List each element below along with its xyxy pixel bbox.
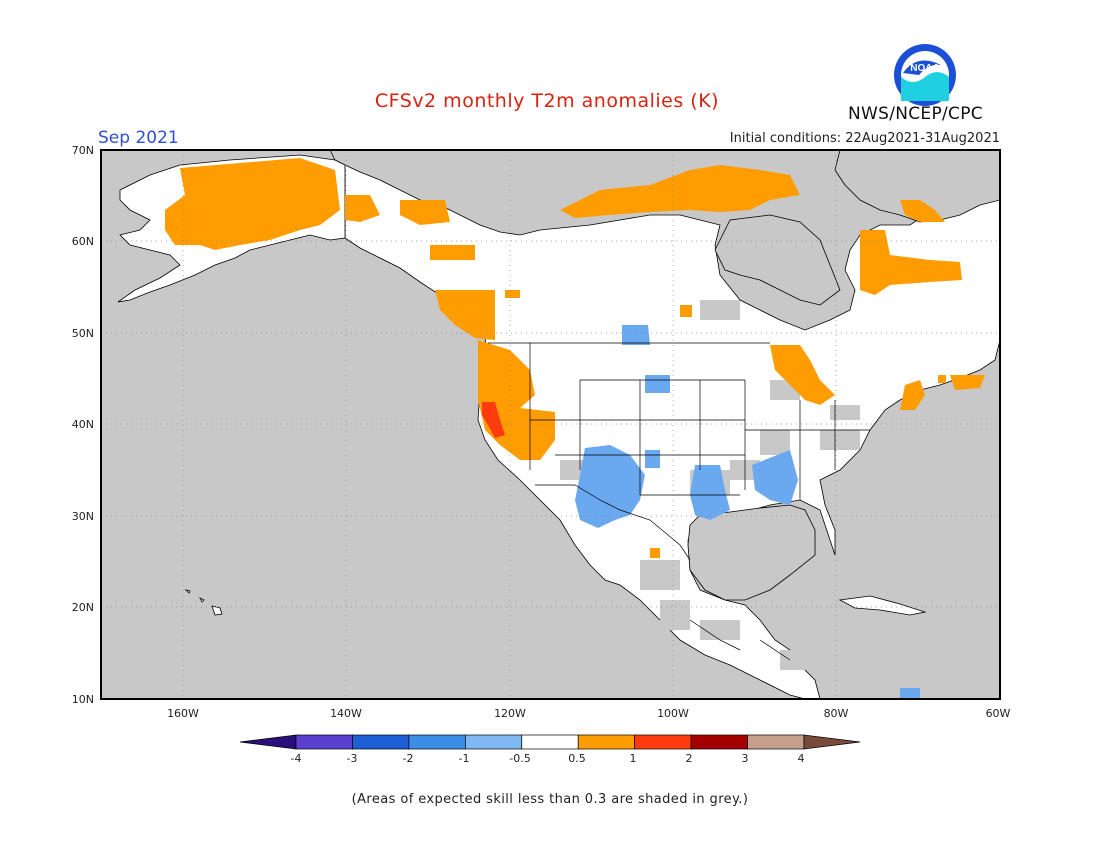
lon-label: 120W bbox=[494, 707, 526, 720]
maritimes-warm-area bbox=[950, 375, 985, 390]
cuba-island bbox=[838, 595, 927, 616]
logo-text: NOAA bbox=[910, 63, 939, 74]
colorbar-swatch bbox=[634, 734, 692, 750]
lat-label: 10N bbox=[72, 693, 94, 706]
lon-label: 100W bbox=[657, 707, 689, 720]
colorbar-swatch bbox=[577, 734, 636, 750]
colorbar-tick: -3 bbox=[347, 752, 358, 765]
colorbar-swatch bbox=[690, 734, 748, 750]
southeast-cool-area bbox=[752, 450, 798, 505]
logo-wave-shape bbox=[901, 72, 949, 101]
colorbar-swatch bbox=[747, 734, 805, 750]
hot-anomaly-area bbox=[482, 402, 505, 438]
nw-canada-warm-area bbox=[400, 200, 450, 225]
lat-label: 30N bbox=[72, 510, 94, 523]
southwest-cool-area bbox=[575, 445, 645, 528]
logo-bird-shape bbox=[903, 60, 941, 75]
colorbar-swatch bbox=[521, 734, 579, 750]
latitude-labels: 70N 60N 50N 40N 30N 20N 10N bbox=[72, 144, 94, 706]
map-title: CFSv2 monthly T2m anomalies (K) bbox=[374, 90, 720, 112]
colorbar-swatch bbox=[295, 734, 353, 750]
colorbar-tick: -4 bbox=[291, 752, 302, 765]
north-america-land bbox=[130, 150, 1000, 699]
lon-label: 80W bbox=[824, 707, 849, 720]
central-america-borders bbox=[689, 619, 791, 661]
lat-label: 20N bbox=[72, 601, 94, 614]
lat-label: 40N bbox=[72, 418, 94, 431]
us-state-lines bbox=[529, 343, 870, 500]
lon-label: 160W bbox=[167, 707, 199, 720]
noaa-logo: NOAA bbox=[894, 44, 956, 106]
northern-plains-cool-area bbox=[622, 325, 650, 345]
skill-footnote: (Areas of expected skill less than 0.3 a… bbox=[351, 792, 749, 807]
colorbar-swatch bbox=[464, 734, 523, 750]
colorbar-tick: 1 bbox=[630, 752, 637, 765]
us-mexico-border bbox=[535, 484, 691, 561]
hudson-bay bbox=[714, 214, 841, 306]
greenland-tip-warm-area bbox=[900, 200, 945, 222]
alaska-warm-area bbox=[165, 158, 340, 250]
colorbar-tick: 3 bbox=[742, 752, 749, 765]
lat-label: 70N bbox=[72, 144, 94, 157]
colorbar-swatch-min bbox=[239, 734, 297, 750]
political-boundaries bbox=[488, 342, 870, 661]
quebec-warm-area bbox=[860, 230, 962, 295]
texas-cool-area bbox=[690, 465, 730, 520]
colorbar-tick: 4 bbox=[798, 752, 805, 765]
colorbar-swatch-max bbox=[803, 734, 861, 750]
lon-label: 140W bbox=[330, 707, 362, 720]
map-field bbox=[101, 150, 1000, 699]
map-frame bbox=[100, 149, 1001, 700]
hawaii-islands bbox=[184, 589, 223, 616]
new-england-warm-area bbox=[900, 380, 925, 410]
lat-label: 60N bbox=[72, 235, 94, 248]
colorbar-tick: 0.5 bbox=[568, 752, 586, 765]
forecast-month: Sep 2021 bbox=[98, 128, 179, 148]
colorbar-swatches bbox=[239, 734, 861, 750]
lon-label: 60W bbox=[986, 707, 1011, 720]
colorbar-swatch bbox=[408, 734, 466, 750]
colorbar-tick: -1 bbox=[459, 752, 470, 765]
colorbar-swatch bbox=[352, 734, 410, 750]
great-lakes-warm-area bbox=[770, 345, 835, 405]
warm-anomaly-areas bbox=[165, 158, 985, 558]
arctic-warm-area bbox=[560, 165, 800, 218]
lat-label: 50N bbox=[72, 327, 94, 340]
gulf-of-mexico bbox=[687, 504, 816, 601]
colorbar-tick: -2 bbox=[403, 752, 414, 765]
colorbar-tick-labels: -4 -3 -2 -1 -0.5 0.5 1 2 3 4 bbox=[291, 752, 805, 765]
colorbar-tick: -0.5 bbox=[509, 752, 530, 765]
bc-warm-area bbox=[435, 290, 495, 340]
cool-anomaly-areas bbox=[575, 325, 920, 699]
colorbar-tick: 2 bbox=[686, 752, 693, 765]
initial-conditions: Initial conditions: 22Aug2021-31Aug2021 bbox=[729, 131, 1000, 146]
yukon-warm-area bbox=[345, 195, 380, 222]
colorbar: -4 -3 -2 -1 -0.5 0.5 1 2 3 4 bbox=[239, 734, 861, 765]
organization-label: NWS/NCEP/CPC bbox=[848, 104, 983, 124]
longitude-labels: 160W 140W 120W 100W 80W 60W bbox=[167, 707, 1010, 720]
